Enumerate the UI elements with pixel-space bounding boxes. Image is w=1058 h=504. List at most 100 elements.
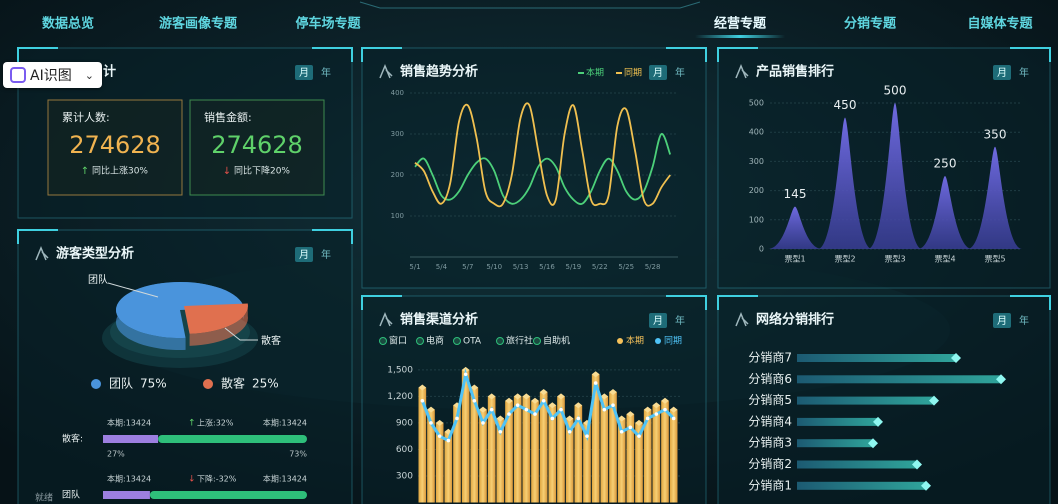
nav-active-underline bbox=[695, 35, 785, 38]
panel-icon bbox=[379, 64, 393, 79]
legend-dot bbox=[203, 379, 213, 389]
stat-label: 销售金额: bbox=[204, 110, 252, 124]
widget-label[interactable]: AI识图 bbox=[30, 68, 72, 84]
series-line bbox=[420, 368, 675, 443]
value-label: 450 bbox=[834, 98, 857, 112]
spike bbox=[818, 117, 872, 249]
panel-title: 销售趋势分析 bbox=[400, 64, 478, 80]
x-tick-label: 5/28 bbox=[645, 263, 661, 271]
bar bbox=[797, 439, 872, 448]
bar bbox=[635, 422, 643, 503]
channel-radio[interactable] bbox=[533, 337, 541, 345]
line-point bbox=[463, 372, 468, 377]
bar bbox=[522, 396, 531, 503]
nav-item[interactable]: 数据总览 bbox=[42, 16, 94, 32]
channel-radio[interactable] bbox=[453, 337, 461, 345]
bar-end bbox=[951, 353, 961, 363]
nav-item[interactable]: 自媒体专题 bbox=[967, 16, 1033, 32]
progress-segment bbox=[103, 435, 159, 443]
bar bbox=[591, 374, 600, 503]
channel-label[interactable]: 电商 bbox=[426, 335, 444, 347]
nav-item[interactable]: 经营专题 bbox=[714, 16, 767, 32]
bar-top bbox=[548, 402, 557, 409]
legend-value: 25% bbox=[252, 377, 279, 391]
spike bbox=[968, 146, 1022, 249]
nav-item[interactable]: 游客画像专题 bbox=[159, 16, 238, 32]
y-tick-label: 200 bbox=[391, 171, 404, 179]
widget-icon bbox=[10, 67, 26, 83]
x-tick-label: 票型1 bbox=[784, 255, 805, 264]
x-tick-label: 票型5 bbox=[984, 255, 1005, 264]
bar-top bbox=[418, 384, 427, 391]
x-tick-label: 5/22 bbox=[592, 263, 608, 271]
channel-label[interactable]: 窗口 bbox=[389, 335, 407, 347]
ai-widget[interactable]: AI识图 ⌄ bbox=[3, 62, 102, 88]
toggle-month[interactable]: 月 bbox=[997, 67, 1007, 79]
y-tick-label: 300 bbox=[749, 157, 764, 166]
toggle-year[interactable]: 年 bbox=[675, 66, 685, 79]
bar bbox=[600, 396, 609, 503]
y-tick-label: 分销商3 bbox=[748, 435, 792, 450]
toggle-active[interactable] bbox=[649, 65, 667, 80]
status-text: 就绪 bbox=[35, 492, 53, 504]
toggle-month[interactable]: 月 bbox=[653, 315, 663, 327]
channel-label[interactable]: OTA bbox=[463, 337, 482, 347]
bar bbox=[444, 431, 453, 503]
toggle-month[interactable]: 月 bbox=[653, 67, 663, 79]
bar-top bbox=[652, 402, 661, 409]
toggle-year[interactable]: 年 bbox=[1019, 66, 1029, 79]
toggle-active[interactable] bbox=[649, 313, 667, 328]
channel-label[interactable]: 自助机 bbox=[543, 335, 570, 347]
header-decoration bbox=[359, 1, 701, 9]
toggle-active[interactable] bbox=[295, 247, 313, 262]
line-point bbox=[489, 407, 494, 412]
nav-item[interactable]: 停车场专题 bbox=[295, 16, 361, 32]
toggle-year[interactable]: 年 bbox=[321, 66, 331, 79]
channel-radio[interactable] bbox=[496, 337, 504, 345]
y-tick-label: 分销商4 bbox=[748, 413, 792, 428]
channel-label[interactable]: 旅行社 bbox=[506, 335, 533, 347]
channel-radio[interactable] bbox=[379, 337, 387, 345]
bar-top bbox=[487, 393, 496, 400]
stat-value: 274628 bbox=[211, 131, 303, 159]
progress-right: 本期:13424 bbox=[263, 474, 307, 484]
toggle-active[interactable] bbox=[993, 65, 1011, 80]
toggle-active[interactable] bbox=[295, 65, 313, 80]
y-tick-label: 分销商1 bbox=[748, 477, 792, 492]
bar-end bbox=[921, 480, 931, 491]
bar-top bbox=[470, 384, 479, 391]
y-tick-label: 0 bbox=[759, 245, 764, 254]
y-tick-label: 300 bbox=[396, 471, 413, 481]
line-point bbox=[533, 412, 537, 416]
toggle-year[interactable]: 年 bbox=[1019, 314, 1029, 327]
stat-arrow: ↑ bbox=[81, 166, 89, 177]
line-point bbox=[593, 381, 598, 385]
toggle-month[interactable]: 月 bbox=[299, 67, 309, 79]
panel-title: 游客类型分析 bbox=[56, 246, 134, 262]
toggle-month[interactable]: 月 bbox=[997, 315, 1007, 327]
toggle-year[interactable]: 年 bbox=[675, 314, 685, 327]
channel-radio[interactable] bbox=[416, 337, 424, 345]
nav-item[interactable]: 分销专题 bbox=[844, 16, 897, 32]
progress-value-label: 73% bbox=[289, 450, 307, 459]
progress-arrow: ↑ bbox=[188, 419, 196, 429]
x-tick-label: 5/19 bbox=[566, 263, 582, 271]
stat-change: 同比上涨30% bbox=[92, 165, 148, 177]
bar-top bbox=[635, 419, 643, 426]
bar bbox=[513, 396, 522, 503]
panel-title: 销售渠道分析 bbox=[400, 312, 478, 328]
line-point bbox=[671, 416, 676, 421]
bar bbox=[479, 409, 487, 503]
bar-end bbox=[929, 395, 939, 406]
legend-dot bbox=[655, 338, 661, 344]
toggle-year[interactable]: 年 bbox=[321, 248, 331, 261]
y-tick-label: 400 bbox=[391, 89, 404, 97]
stat-label: 累计人数: bbox=[62, 111, 110, 124]
toggle-active[interactable] bbox=[993, 313, 1011, 328]
bar bbox=[626, 414, 635, 503]
bar-top bbox=[505, 397, 513, 404]
toggle-month[interactable]: 月 bbox=[299, 249, 309, 261]
progress-change: 下降:-32% bbox=[197, 474, 237, 484]
widget-chevron[interactable]: ⌄ bbox=[84, 68, 94, 82]
